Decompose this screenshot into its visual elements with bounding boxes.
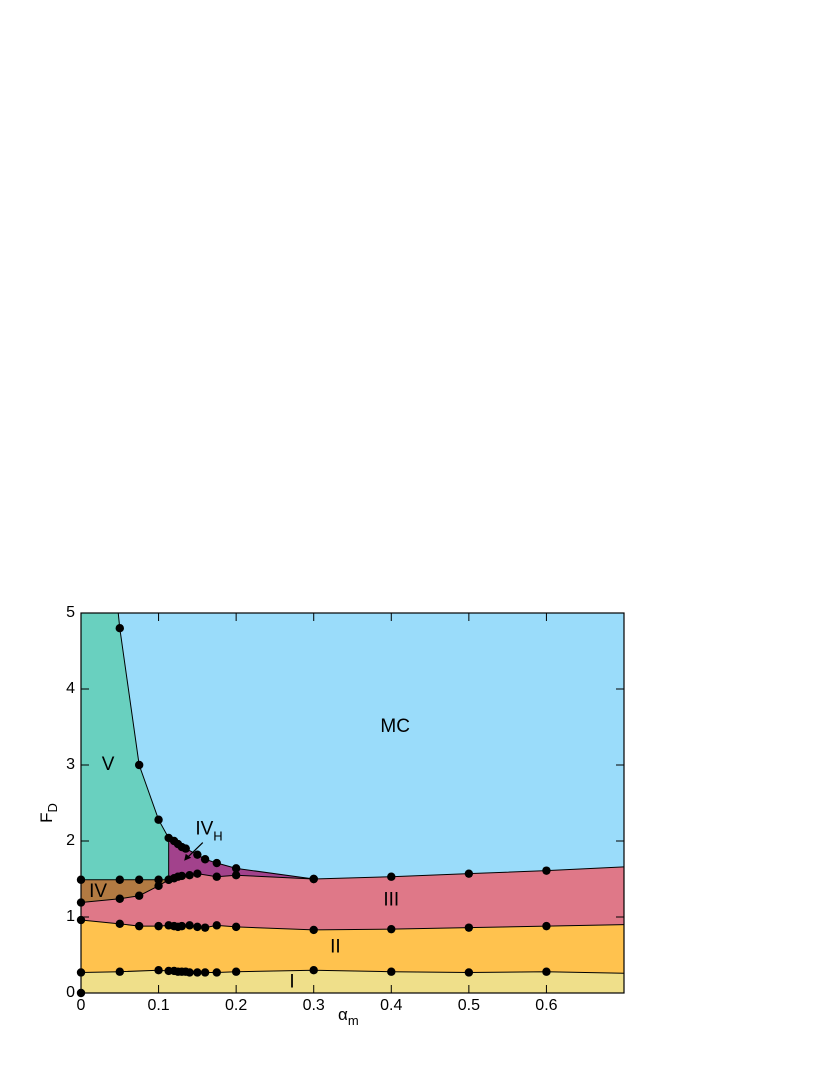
data-point xyxy=(464,968,474,977)
data-point xyxy=(193,968,202,977)
data-point xyxy=(134,875,144,884)
data-point xyxy=(542,921,551,931)
data-point xyxy=(231,922,241,932)
y-tick-label: 4 xyxy=(66,680,75,697)
region-fill xyxy=(81,613,169,880)
region-label: IVH xyxy=(195,819,222,844)
region-label-main: III xyxy=(383,889,399,910)
region-label-main: IV xyxy=(89,881,107,902)
plot-frame xyxy=(80,612,625,994)
region-label: I xyxy=(289,971,294,992)
data-point xyxy=(115,875,124,884)
region-label-main: I xyxy=(289,971,294,992)
data-point xyxy=(309,966,318,975)
data-point xyxy=(231,864,241,873)
data-point xyxy=(212,921,221,930)
data-point xyxy=(212,872,221,881)
annotation-arrow xyxy=(186,842,204,859)
data-point xyxy=(193,850,202,859)
y-tick-label: 3 xyxy=(66,756,75,773)
region-label-main: II xyxy=(330,936,341,957)
data-point xyxy=(193,922,202,932)
data-point xyxy=(212,968,221,977)
region-label: IV xyxy=(89,881,107,902)
y-axis-label-main: F xyxy=(37,813,56,823)
data-point xyxy=(154,881,163,891)
region-label: III xyxy=(383,889,399,910)
annotation-arrowhead xyxy=(184,853,192,861)
data-point xyxy=(185,871,194,880)
region-fill xyxy=(81,866,624,930)
y-tick-label: 2 xyxy=(66,832,75,849)
data-point xyxy=(177,921,187,931)
region-label-sub: H xyxy=(213,829,222,844)
x-tick-label: 0.2 xyxy=(225,997,247,1014)
data-point xyxy=(181,844,190,853)
data-point xyxy=(542,967,551,976)
data-point xyxy=(212,858,221,868)
data-point xyxy=(542,866,551,875)
x-axis-label-sub: m xyxy=(348,1013,359,1028)
x-tick-label: 0.4 xyxy=(380,997,402,1014)
region-label-main: IV xyxy=(195,819,213,840)
data-point xyxy=(134,921,144,931)
region-fill xyxy=(81,970,624,993)
data-point xyxy=(387,872,396,881)
y-axis-label-sub: D xyxy=(45,803,60,812)
x-tick-label: 0.5 xyxy=(458,997,480,1014)
data-point xyxy=(115,967,124,976)
data-point xyxy=(154,875,163,884)
data-point xyxy=(185,921,194,930)
data-point xyxy=(200,923,210,932)
data-point xyxy=(309,925,318,935)
data-point xyxy=(387,924,396,934)
data-point xyxy=(154,815,163,824)
region-fill xyxy=(81,879,169,903)
x-tick-label: 0.6 xyxy=(535,997,557,1014)
region-fill xyxy=(168,837,314,880)
region-label: V xyxy=(102,754,115,775)
data-point xyxy=(387,967,396,976)
y-axis-label: FD xyxy=(37,803,60,823)
x-tick-label: 0.1 xyxy=(147,997,169,1014)
y-tick-label: 5 xyxy=(66,604,75,621)
data-point xyxy=(193,869,202,878)
data-point xyxy=(115,894,124,903)
data-point xyxy=(134,891,144,900)
x-axis-label-main: α xyxy=(338,1005,348,1024)
y-tick-label: 0 xyxy=(66,984,75,1001)
region-label: MC xyxy=(380,716,410,737)
data-point xyxy=(200,968,210,977)
data-point xyxy=(309,874,318,884)
data-point xyxy=(464,923,474,932)
x-tick-label: 0 xyxy=(77,997,86,1014)
data-point xyxy=(231,967,241,976)
x-axis-label: αm xyxy=(338,1005,359,1028)
region-fill xyxy=(81,920,624,974)
data-point xyxy=(154,921,163,931)
x-tick-label: 0.3 xyxy=(303,997,325,1014)
region-label-main: V xyxy=(102,754,115,775)
data-point xyxy=(177,871,187,881)
region-label-main: MC xyxy=(380,716,410,737)
data-point xyxy=(115,919,124,929)
data-point xyxy=(154,966,163,975)
data-point xyxy=(200,855,210,864)
y-tick-label: 1 xyxy=(66,908,75,925)
data-point xyxy=(231,871,241,880)
data-point xyxy=(134,760,144,770)
data-point xyxy=(464,869,474,878)
data-point xyxy=(185,968,194,977)
data-point xyxy=(115,624,124,633)
data-point xyxy=(164,875,173,884)
region-label: II xyxy=(330,936,341,957)
